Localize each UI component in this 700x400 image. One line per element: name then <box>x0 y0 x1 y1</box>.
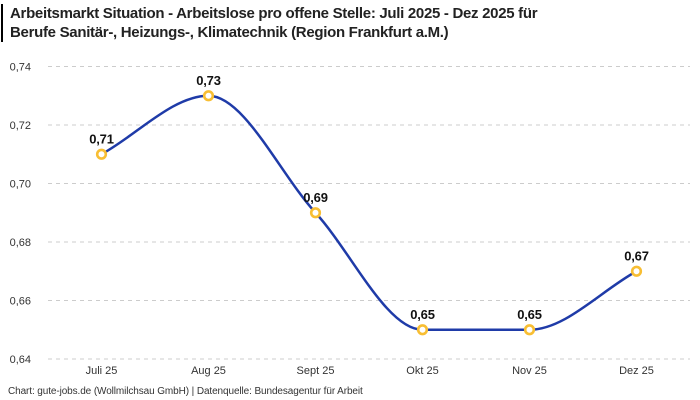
data-point-label: 0,67 <box>624 248 649 263</box>
data-point-marker[interactable] <box>630 265 643 277</box>
x-tick-label: Aug 25 <box>191 365 226 377</box>
x-tick-label: Juli 25 <box>86 365 118 377</box>
series-line <box>100 94 638 331</box>
data-point-label: 0,71 <box>89 131 114 146</box>
data-point-marker[interactable] <box>202 90 215 102</box>
data-point-marker[interactable] <box>523 324 536 336</box>
page-title: Arbeitsmarkt Situation - Arbeitslose pro… <box>10 4 538 42</box>
data-point-marker[interactable] <box>95 148 108 160</box>
title-accent-bar <box>1 4 3 42</box>
data-point-marker[interactable] <box>416 324 429 336</box>
x-tick-label: Dez 25 <box>619 365 654 377</box>
y-tick-label: 0,72 <box>10 120 31 132</box>
chart-title-line-1: Arbeitsmarkt Situation - Arbeitslose pro… <box>10 5 538 22</box>
data-point-label: 0,73 <box>196 73 221 88</box>
chart-header: Arbeitsmarkt Situation - Arbeitslose pro… <box>0 4 538 42</box>
data-point-marker[interactable] <box>309 207 322 219</box>
chart-title-line-2: Berufe Sanitär-, Heizungs-, Klimatechnik… <box>10 24 449 41</box>
data-point-label: 0,69 <box>303 190 328 205</box>
y-tick-label: 0,66 <box>10 296 31 308</box>
x-tick-label: Nov 25 <box>512 365 547 377</box>
y-tick-label: 0,64 <box>10 354 31 366</box>
data-point-label: 0,65 <box>517 307 542 322</box>
data-point-label: 0,65 <box>410 307 435 322</box>
chart-credit: Chart: gute-jobs.de (Wollmilchsau GmbH) … <box>8 386 363 397</box>
y-tick-label: 0,74 <box>10 62 31 74</box>
y-tick-label: 0,68 <box>10 237 31 249</box>
x-tick-label: Sept 25 <box>297 365 335 377</box>
x-tick-label: Okt 25 <box>406 365 438 377</box>
y-tick-label: 0,70 <box>10 179 31 191</box>
